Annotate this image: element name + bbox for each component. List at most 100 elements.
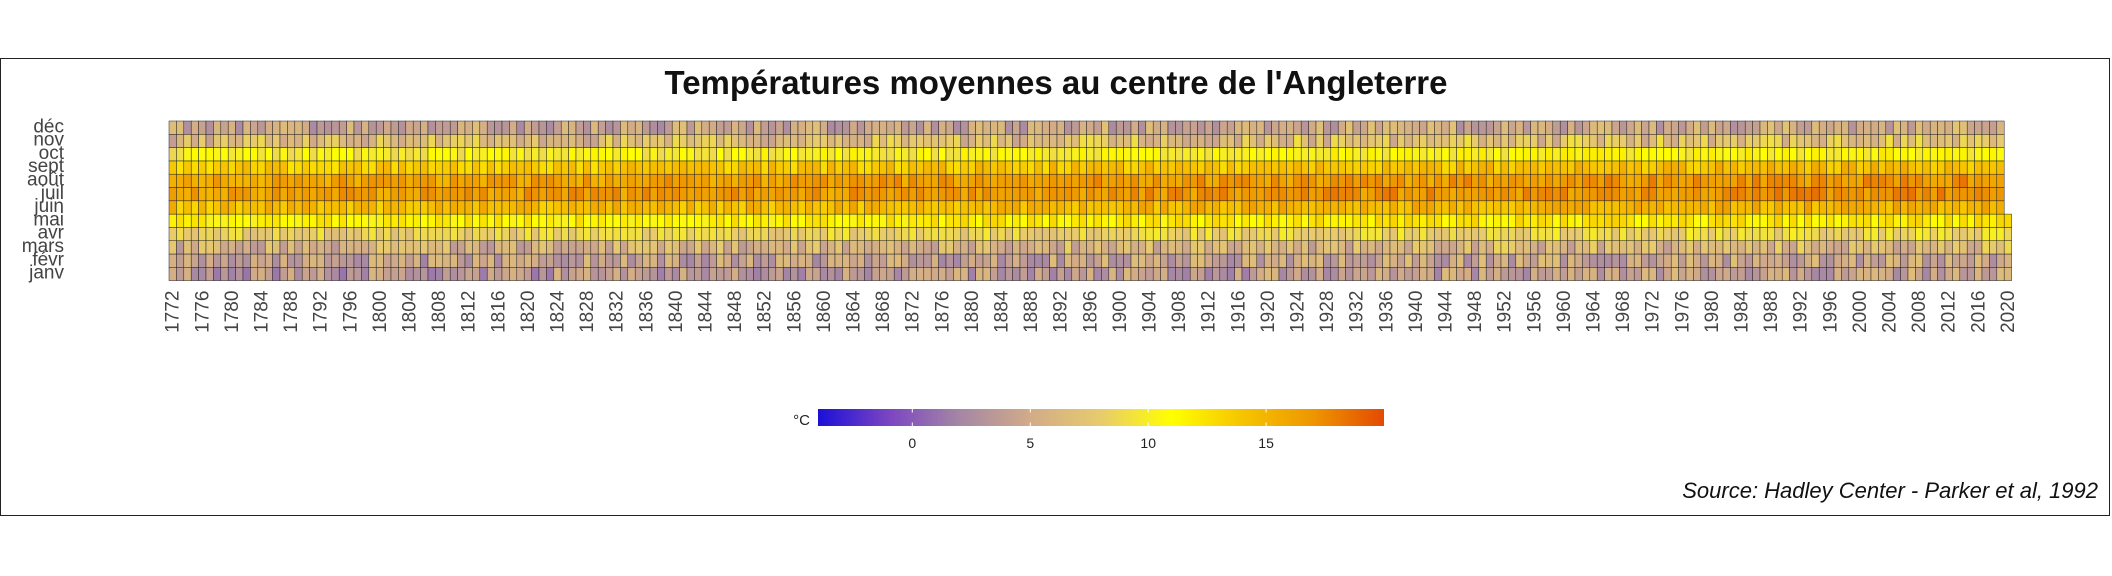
heatmap-cell: [1633, 160, 1642, 175]
heatmap-cell: [1567, 213, 1576, 228]
heatmap-cell: [1012, 253, 1021, 268]
heatmap-cell: [1286, 227, 1295, 241]
heatmap-cell: [597, 120, 606, 135]
heatmap-cell: [1781, 120, 1790, 135]
heatmap-cell: [494, 240, 503, 255]
heatmap-cell: [1508, 120, 1517, 135]
heatmap-cell: [886, 160, 895, 175]
heatmap-cell: [1700, 240, 1709, 255]
heatmap-cell: [560, 120, 569, 135]
heatmap-cell: [945, 213, 954, 228]
heatmap-cell: [1448, 160, 1457, 175]
heatmap-cell: [1323, 240, 1332, 255]
heatmap-cell: [390, 227, 399, 241]
heatmap-cell: [1670, 227, 1679, 241]
heatmap-cell: [1582, 253, 1591, 268]
heatmap-cell: [1056, 160, 1065, 175]
heatmap-cell: [264, 134, 273, 148]
heatmap-cell: [1567, 120, 1576, 135]
heatmap-cell: [509, 187, 518, 202]
heatmap-cell: [1397, 213, 1406, 228]
heatmap-cell: [1693, 267, 1702, 281]
heatmap-cell: [1078, 267, 1087, 281]
heatmap-cell: [605, 267, 614, 281]
heatmap-cell: [1559, 213, 1568, 228]
heatmap-cell: [346, 200, 355, 215]
heatmap-cell: [634, 200, 643, 215]
heatmap-cell: [731, 173, 740, 188]
heatmap-cell: [782, 240, 791, 255]
heatmap-cell: [279, 253, 288, 268]
heatmap-cell: [775, 213, 784, 228]
heatmap-cell: [1256, 147, 1265, 162]
heatmap-cell: [605, 173, 614, 188]
heatmap-cell: [235, 227, 244, 241]
heatmap-cell: [272, 120, 281, 135]
heatmap-cell: [1263, 240, 1272, 255]
heatmap-cell: [1996, 187, 2005, 202]
heatmap-cell: [1863, 147, 1872, 162]
heatmap-cell: [538, 147, 547, 162]
heatmap-cell: [1182, 267, 1191, 281]
heatmap-cell: [1700, 253, 1709, 268]
heatmap-cell: [1448, 147, 1457, 162]
heatmap-cell: [664, 240, 673, 255]
heatmap-cell: [1441, 134, 1450, 148]
heatmap-cell: [479, 120, 488, 135]
x-tick-label: 1888: [1021, 291, 1042, 333]
heatmap-cell: [472, 200, 481, 215]
heatmap-cell: [457, 240, 466, 255]
heatmap-cell: [1108, 147, 1117, 162]
heatmap-cell: [205, 187, 214, 202]
x-tick-label: 1844: [696, 290, 717, 333]
heatmap-cell: [1892, 147, 1901, 162]
heatmap-cell: [316, 187, 325, 202]
heatmap-cell: [1212, 253, 1221, 268]
heatmap-cell: [1286, 213, 1295, 228]
heatmap-cell: [331, 160, 340, 175]
heatmap-cell: [1411, 147, 1420, 162]
heatmap-cell: [1767, 173, 1776, 188]
heatmap-cell: [1774, 227, 1783, 241]
heatmap-cell: [1515, 253, 1524, 268]
heatmap-cell: [560, 240, 569, 255]
heatmap-cell: [1308, 134, 1317, 148]
heatmap-cell: [501, 200, 510, 215]
heatmap-cell: [1078, 173, 1087, 188]
heatmap-cell: [923, 187, 932, 202]
heatmap-cell: [1989, 200, 1998, 215]
heatmap-cell: [1545, 160, 1554, 175]
heatmap-cell: [1633, 173, 1642, 188]
heatmap-cell: [738, 227, 747, 241]
heatmap-cell: [1130, 227, 1139, 241]
heatmap-cell: [930, 227, 939, 241]
heatmap-cell: [368, 213, 377, 228]
heatmap-cell: [1160, 253, 1169, 268]
heatmap-cell: [1315, 227, 1324, 241]
heatmap-cell: [301, 120, 310, 135]
heatmap-cell: [886, 240, 895, 255]
heatmap-cell: [1152, 227, 1161, 241]
heatmap-cell: [1352, 267, 1361, 281]
x-tick-label: 1944: [1436, 290, 1457, 333]
heatmap-cell: [1626, 134, 1635, 148]
heatmap-cell: [893, 267, 902, 281]
heatmap-cell: [1841, 187, 1850, 202]
heatmap-cell: [1567, 147, 1576, 162]
heatmap-cell: [227, 147, 236, 162]
heatmap-cell: [945, 240, 954, 255]
heatmap-cell: [708, 134, 717, 148]
heatmap-cell: [1167, 267, 1176, 281]
heatmap-cell: [716, 240, 725, 255]
heatmap-cell: [1589, 213, 1598, 228]
heatmap-cell: [1027, 187, 1036, 202]
heatmap-cell: [1441, 120, 1450, 135]
heatmap-cell: [405, 147, 414, 162]
heatmap-cell: [649, 213, 658, 228]
heatmap-cell: [1138, 173, 1147, 188]
heatmap-cell: [1027, 200, 1036, 215]
heatmap-cell: [464, 147, 473, 162]
heatmap-cell: [531, 227, 540, 241]
heatmap-cell: [627, 147, 636, 162]
heatmap-cell: [583, 253, 592, 268]
